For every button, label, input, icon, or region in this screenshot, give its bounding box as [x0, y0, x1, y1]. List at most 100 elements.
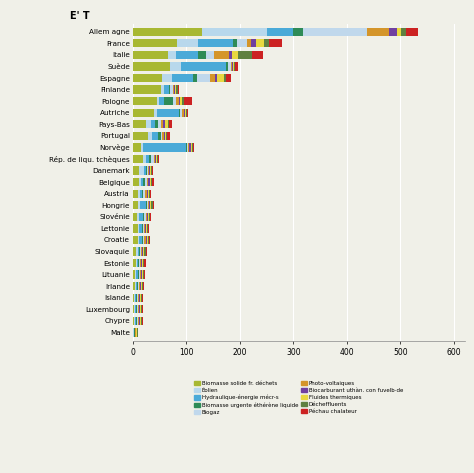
Bar — [144, 282, 145, 290]
Bar — [215, 74, 217, 82]
Bar — [159, 97, 164, 105]
Bar — [182, 97, 183, 105]
Bar — [145, 247, 146, 256]
Bar — [133, 236, 137, 244]
Bar — [142, 259, 144, 267]
Bar — [141, 294, 142, 302]
Bar — [228, 62, 231, 70]
Bar — [137, 247, 139, 256]
Bar — [164, 86, 169, 94]
Bar — [185, 108, 186, 117]
Bar — [134, 317, 135, 325]
Bar — [146, 166, 148, 175]
Bar — [156, 155, 157, 163]
Bar — [144, 178, 145, 186]
Bar — [177, 39, 198, 47]
Bar — [389, 27, 397, 36]
Bar — [147, 201, 148, 210]
Bar — [167, 131, 170, 140]
Bar — [155, 155, 156, 163]
Bar — [143, 213, 144, 221]
Bar — [198, 51, 206, 59]
Bar — [146, 120, 151, 129]
Bar — [145, 190, 146, 198]
Bar — [152, 166, 153, 175]
Bar — [136, 271, 137, 279]
Bar — [236, 62, 238, 70]
Bar — [141, 305, 142, 314]
Bar — [146, 155, 149, 163]
Bar — [133, 294, 134, 302]
Bar — [133, 86, 161, 94]
Bar — [148, 201, 149, 210]
Bar — [210, 74, 215, 82]
Legend: Biomasse solide fr. déchets, Éolien, Hydraulique-énergie mécr-s, Biomasse urgent: Biomasse solide fr. déchets, Éolien, Hyd… — [192, 378, 405, 417]
Bar — [227, 62, 228, 70]
Bar — [157, 108, 179, 117]
Bar — [174, 86, 175, 94]
Bar — [181, 62, 227, 70]
Bar — [154, 155, 155, 163]
Bar — [139, 224, 142, 233]
Bar — [145, 224, 146, 233]
Bar — [137, 305, 138, 314]
Bar — [146, 236, 148, 244]
Bar — [146, 224, 147, 233]
Bar — [233, 62, 235, 70]
Bar — [136, 259, 137, 267]
Bar — [180, 108, 182, 117]
Bar — [138, 213, 143, 221]
Bar — [133, 317, 134, 325]
Bar — [153, 201, 154, 210]
Bar — [233, 39, 237, 47]
Bar — [137, 236, 138, 244]
Bar — [140, 247, 141, 256]
Bar — [188, 143, 190, 151]
Bar — [190, 143, 191, 151]
Bar — [152, 201, 153, 210]
Bar — [148, 131, 152, 140]
Bar — [133, 282, 135, 290]
Bar — [164, 97, 173, 105]
Bar — [134, 294, 135, 302]
Bar — [141, 178, 144, 186]
Bar — [148, 236, 149, 244]
Bar — [238, 51, 252, 59]
Bar — [135, 317, 136, 325]
Bar — [162, 74, 172, 82]
Bar — [152, 131, 158, 140]
Bar — [142, 236, 144, 244]
Bar — [198, 39, 233, 47]
Bar — [149, 155, 152, 163]
Bar — [133, 62, 170, 70]
Bar — [139, 259, 140, 267]
Bar — [138, 236, 142, 244]
Bar — [178, 86, 179, 94]
Bar — [256, 39, 264, 47]
Bar — [144, 247, 145, 256]
Bar — [140, 305, 141, 314]
Bar — [164, 131, 165, 140]
Bar — [193, 74, 197, 82]
Bar — [149, 213, 150, 221]
Bar — [214, 51, 229, 59]
Bar — [169, 86, 170, 94]
Bar — [269, 39, 282, 47]
Bar — [142, 224, 143, 233]
Bar — [145, 166, 146, 175]
Bar — [151, 178, 152, 186]
Bar — [140, 271, 141, 279]
Bar — [157, 97, 159, 105]
Bar — [150, 213, 151, 221]
Bar — [150, 166, 151, 175]
Bar — [142, 294, 144, 302]
Bar — [145, 259, 146, 267]
Bar — [140, 282, 141, 290]
Bar — [141, 271, 142, 279]
Bar — [141, 259, 142, 267]
Bar — [148, 178, 150, 186]
Bar — [192, 143, 194, 151]
Bar — [144, 213, 146, 221]
Bar — [172, 74, 193, 82]
Bar — [138, 305, 139, 314]
